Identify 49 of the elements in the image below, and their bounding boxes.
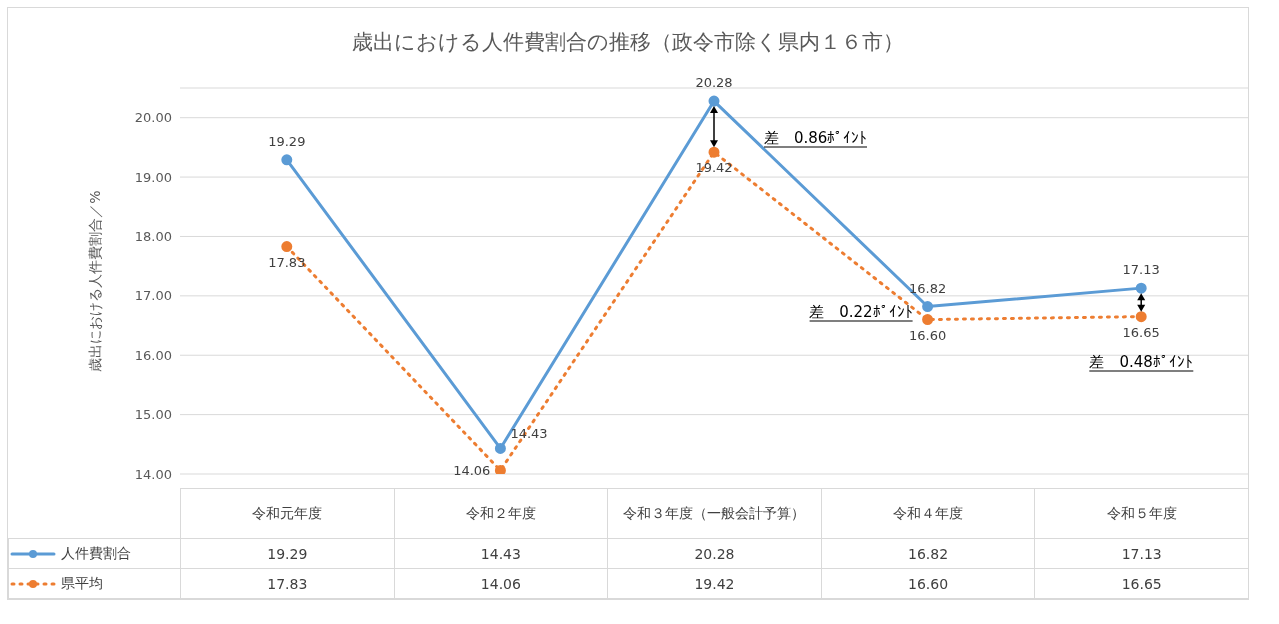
point: [494, 442, 506, 454]
y-tick-label: 15.00: [134, 407, 172, 423]
x-tick-label: 令和元年度: [180, 488, 395, 539]
annotation: 差 0.86ﾎﾟｲﾝﾄ: [764, 128, 868, 148]
y-axis-title: 歳出における人件費割合／%: [87, 190, 103, 372]
data-label: 17.13: [1034, 538, 1249, 569]
text: 17.13: [1122, 262, 1160, 278]
data-label: 16.82: [821, 538, 1035, 569]
annotation: 差 0.22ﾎﾟｲﾝﾄ: [809, 302, 913, 322]
text: 14.06: [453, 463, 491, 479]
point: [281, 241, 293, 253]
y-tick-label: 19.00: [134, 169, 172, 185]
data-label: 16.65: [1034, 568, 1249, 599]
y-tick-label: 16.00: [134, 347, 172, 363]
y-tick-label: 20.00: [134, 110, 172, 126]
y-tick-label: 18.00: [134, 229, 172, 245]
legend-label: 県平均: [8, 568, 181, 599]
point: [708, 95, 720, 107]
point: [1135, 311, 1147, 323]
data-label: 16.60: [821, 568, 1035, 599]
y-tick-label: 17.00: [134, 288, 172, 304]
data-label: 19.42: [607, 568, 822, 599]
text: 17.83: [268, 254, 306, 270]
text: 16.65: [1122, 324, 1160, 340]
text: 19.42: [695, 160, 733, 176]
annotation: 差 0.48ﾎﾟｲﾝﾄ: [1089, 352, 1193, 372]
point: [922, 314, 934, 326]
y-tick-label: 14.00: [134, 466, 172, 482]
text: 14.43: [510, 426, 548, 442]
x-tick-label: 令和２年度: [394, 488, 608, 539]
chart-title: 歳出における人件費割合の推移（政令市除く県内１６市）: [351, 29, 905, 56]
x-tick-label: 令和４年度: [821, 488, 1035, 539]
data-label: 19.29: [180, 538, 395, 569]
x-tick-label: 令和３年度（一般会計予算）: [607, 488, 822, 539]
point: [708, 146, 720, 158]
x-tick-label: 令和５年度: [1034, 488, 1249, 539]
point: [494, 464, 506, 474]
point: [281, 154, 293, 166]
data-label: 14.43: [394, 538, 608, 569]
text: 19.29: [268, 133, 306, 149]
point: [922, 301, 934, 313]
legend-label: 人件費割合: [8, 538, 181, 569]
text: 16.60: [908, 327, 947, 343]
data-label: 14.06: [394, 568, 608, 599]
text: 16.82: [908, 280, 947, 296]
point: [1135, 282, 1147, 294]
data-label: 20.28: [607, 538, 822, 569]
data-label: 17.83: [180, 568, 395, 599]
text: 20.28: [695, 75, 733, 91]
